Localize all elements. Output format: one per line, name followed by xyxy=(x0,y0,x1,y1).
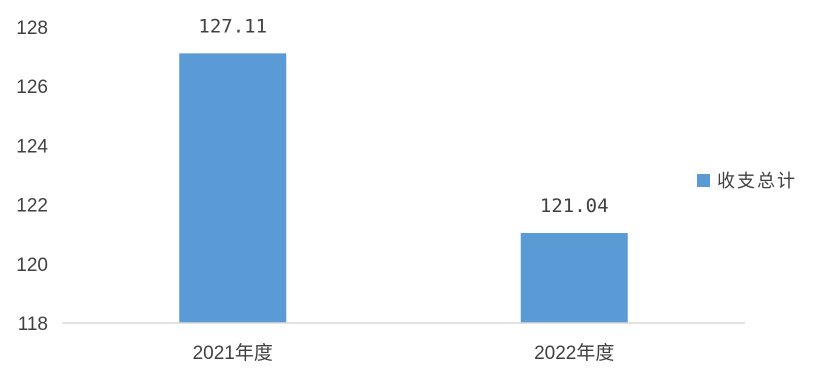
y-tick-label: 126 xyxy=(16,77,48,98)
x-category-label: 2022年度 xyxy=(534,342,614,364)
data-label: 127.11 xyxy=(198,15,267,37)
y-tick-label: 122 xyxy=(16,196,48,217)
bar xyxy=(520,233,628,323)
bars xyxy=(179,53,628,324)
x-axis-category-labels: 2021年度 2022年度 xyxy=(193,342,615,364)
y-tick-label: 120 xyxy=(16,255,48,276)
x-category-label: 2021年度 xyxy=(193,342,273,364)
y-axis-tick-labels: 118 120 122 124 126 128 xyxy=(16,18,48,335)
data-labels: 127.11 121.04 xyxy=(198,15,608,217)
legend-label: 收支总计 xyxy=(717,171,797,192)
legend: 收支总计 xyxy=(697,171,797,192)
y-tick-label: 124 xyxy=(16,136,48,157)
y-tick-label: 128 xyxy=(16,18,48,39)
bar xyxy=(179,53,287,324)
y-tick-label: 118 xyxy=(18,314,48,335)
data-label: 121.04 xyxy=(540,195,609,217)
legend-swatch xyxy=(697,174,710,187)
